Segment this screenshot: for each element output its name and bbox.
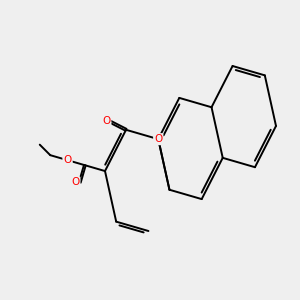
Text: O: O xyxy=(154,134,162,144)
Text: O: O xyxy=(102,116,110,126)
Text: O: O xyxy=(63,155,72,165)
Text: O: O xyxy=(71,178,80,188)
